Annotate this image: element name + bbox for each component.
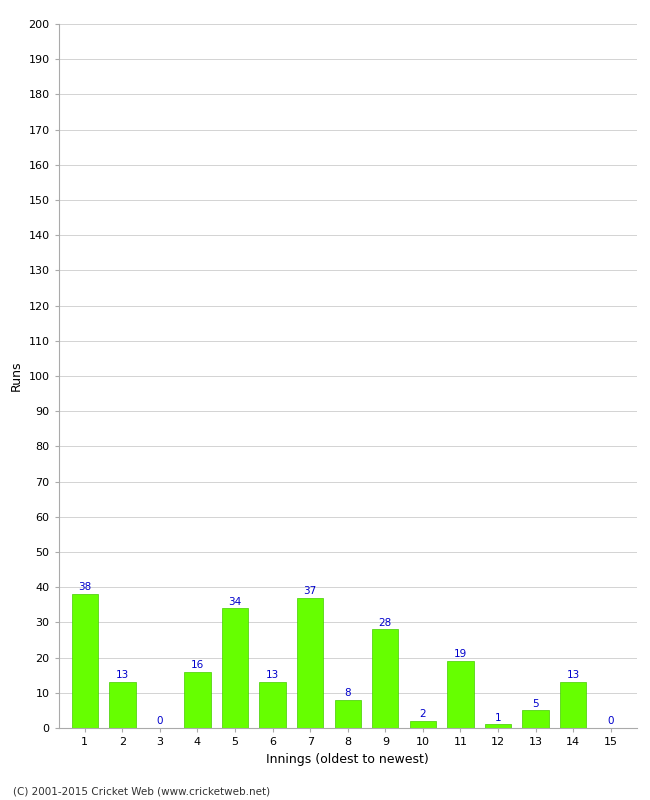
Bar: [410, 721, 436, 728]
Text: 28: 28: [379, 618, 392, 628]
Text: 16: 16: [191, 660, 204, 670]
Text: 13: 13: [266, 670, 280, 681]
Text: (C) 2001-2015 Cricket Web (www.cricketweb.net): (C) 2001-2015 Cricket Web (www.cricketwe…: [13, 786, 270, 796]
X-axis label: Innings (oldest to newest): Innings (oldest to newest): [266, 753, 429, 766]
Bar: [447, 661, 474, 728]
Text: 0: 0: [608, 716, 614, 726]
Bar: [560, 682, 586, 728]
Y-axis label: Runs: Runs: [10, 361, 23, 391]
Text: 13: 13: [116, 670, 129, 681]
Text: 13: 13: [567, 670, 580, 681]
Text: 0: 0: [157, 716, 163, 726]
Text: 38: 38: [78, 582, 92, 593]
Bar: [372, 630, 398, 728]
Text: 37: 37: [304, 586, 317, 596]
Bar: [72, 594, 98, 728]
Bar: [297, 598, 323, 728]
Bar: [485, 725, 511, 728]
Text: 5: 5: [532, 698, 539, 709]
Text: 2: 2: [419, 710, 426, 719]
Bar: [335, 700, 361, 728]
Bar: [222, 608, 248, 728]
Bar: [109, 682, 135, 728]
Bar: [259, 682, 286, 728]
Text: 19: 19: [454, 650, 467, 659]
Text: 34: 34: [228, 597, 242, 606]
Bar: [185, 672, 211, 728]
Text: 8: 8: [344, 688, 351, 698]
Text: 1: 1: [495, 713, 501, 722]
Bar: [523, 710, 549, 728]
